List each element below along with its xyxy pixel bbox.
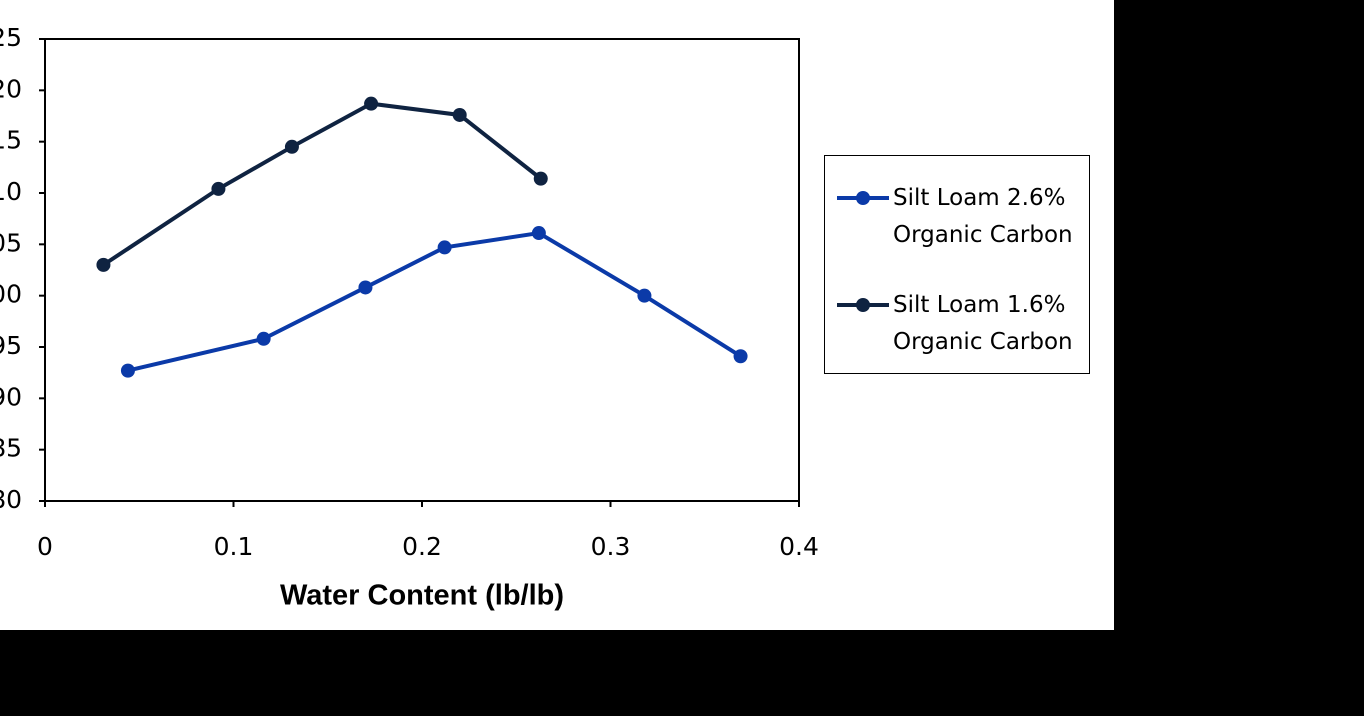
y-tick-label: 110 (0, 177, 22, 206)
data-point (531, 226, 546, 241)
y-tick-label: 105 (0, 228, 22, 257)
x-axis-title: Water Content (lb/lb) (280, 580, 564, 612)
legend-entry: Silt Loam 2.6% Organic Carbon (835, 180, 1085, 254)
y-tick-label: 125 (0, 23, 22, 52)
x-tick-label: 0.2 (402, 532, 442, 561)
legend-label: Silt Loam 1.6% Organic Carbon (893, 292, 1073, 355)
y-tick-label: 100 (0, 280, 22, 309)
y-tick-label: 120 (0, 74, 22, 103)
y-tick-label: 85 (0, 434, 22, 463)
x-tick-label: 0 (37, 532, 53, 561)
data-point (452, 107, 467, 122)
y-tick-label: 95 (0, 331, 22, 360)
data-point (364, 96, 379, 111)
data-point (284, 139, 299, 154)
data-point (637, 288, 652, 303)
y-tick-label: 115 (0, 126, 22, 155)
data-point (211, 181, 226, 196)
data-point (358, 280, 373, 295)
legend-marker (856, 191, 870, 205)
legend-label: Silt Loam 2.6% Organic Carbon (893, 185, 1073, 248)
legend-entry: Silt Loam 1.6% Organic Carbon (835, 287, 1085, 361)
x-tick-label: 0.1 (214, 532, 254, 561)
data-point (96, 257, 111, 272)
y-tick-label: 90 (0, 382, 22, 411)
data-point (733, 349, 748, 364)
data-point (533, 171, 548, 186)
data-point (256, 331, 271, 346)
x-tick-label: 0.3 (591, 532, 631, 561)
legend-marker (856, 298, 870, 312)
legend: Silt Loam 2.6% Organic Carbon Silt Loam 1… (824, 155, 1090, 374)
data-point (120, 363, 135, 378)
legend-swatch (837, 298, 889, 312)
y-tick-label: 80 (0, 485, 22, 514)
legend-swatch (837, 191, 889, 205)
data-point (437, 240, 452, 255)
x-tick-label: 0.4 (779, 532, 819, 561)
series-line (102, 101, 542, 267)
